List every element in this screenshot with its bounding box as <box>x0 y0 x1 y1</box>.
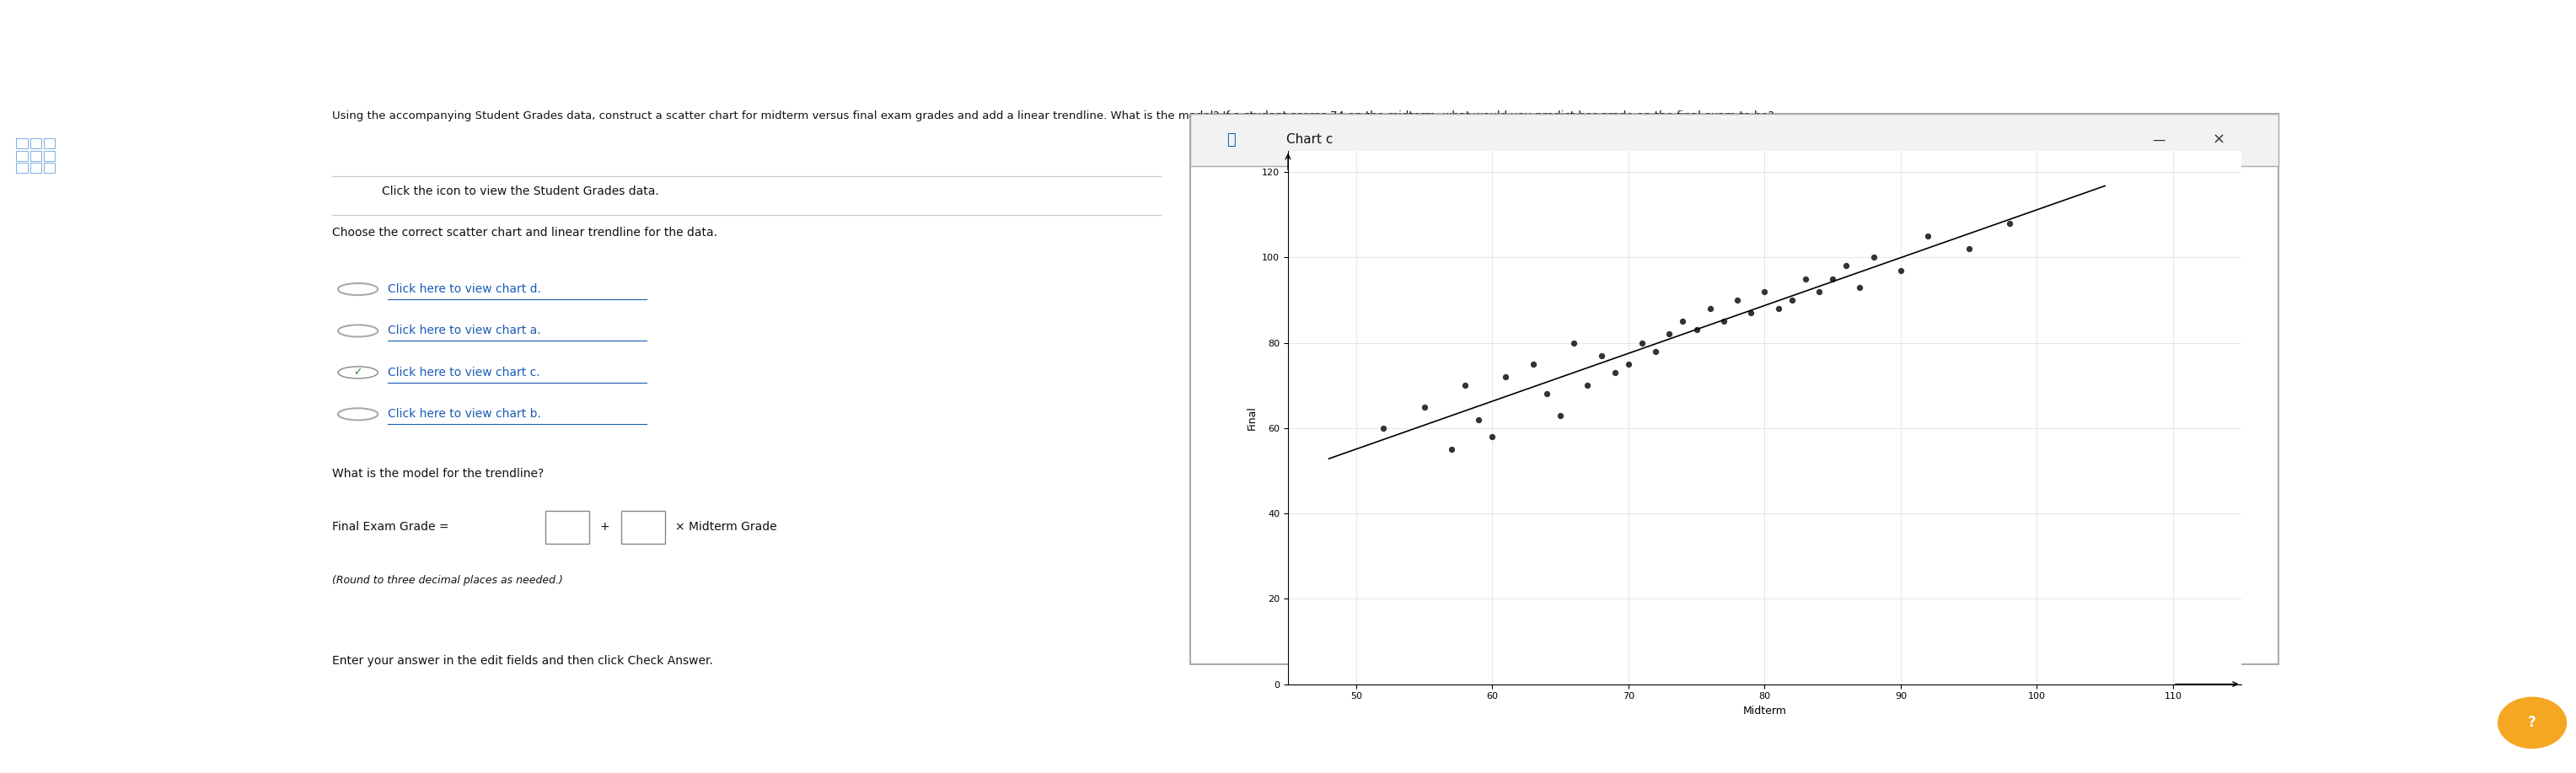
Y-axis label: Final: Final <box>1247 405 1257 430</box>
Point <box>1703 315 1744 328</box>
Point <box>1677 324 1718 336</box>
Text: Click the icon to view the Student Grades data.: Click the icon to view the Student Grade… <box>381 185 659 197</box>
Text: ⌕: ⌕ <box>2097 221 2107 237</box>
Bar <box>15 138 28 148</box>
Point <box>1989 217 2030 230</box>
Point <box>1744 285 1785 298</box>
Circle shape <box>337 283 379 295</box>
Point <box>1445 380 1486 392</box>
Bar <box>31 151 41 161</box>
Point <box>1512 358 1553 370</box>
Text: +: + <box>600 521 611 533</box>
Text: ⌕: ⌕ <box>2097 292 2107 309</box>
Point <box>1757 302 1798 315</box>
Bar <box>31 138 41 148</box>
Text: (Round to three decimal places as needed.): (Round to three decimal places as needed… <box>332 575 562 586</box>
Bar <box>15 151 28 161</box>
X-axis label: Midterm: Midterm <box>1744 706 1785 717</box>
Text: Chart c: Chart c <box>1285 134 1332 146</box>
Text: × Midterm Grade: × Midterm Grade <box>675 521 778 533</box>
Point <box>1582 349 1623 362</box>
Text: ⧉: ⧉ <box>2097 363 2107 380</box>
Text: Done: Done <box>1785 620 1816 632</box>
Text: ?: ? <box>2527 715 2537 730</box>
Bar <box>44 163 54 173</box>
Text: Click here to view chart a.: Click here to view chart a. <box>389 325 541 337</box>
Point <box>1947 243 1989 255</box>
Bar <box>31 163 41 173</box>
Point <box>1880 264 1922 277</box>
Text: Final Exam Grade =: Final Exam Grade = <box>332 521 448 533</box>
Point <box>1486 371 1528 383</box>
Point <box>1620 336 1662 349</box>
Bar <box>44 151 54 161</box>
Text: ✓: ✓ <box>353 367 363 378</box>
Point <box>1785 273 1826 285</box>
Point <box>1839 281 1880 294</box>
FancyBboxPatch shape <box>1190 114 2280 166</box>
Point <box>1595 366 1636 379</box>
Text: Choose the correct scatter chart and linear trendline for the data.: Choose the correct scatter chart and lin… <box>332 226 716 239</box>
Point <box>1716 294 1757 306</box>
Point <box>1826 260 1868 272</box>
Text: Click here to view chart b.: Click here to view chart b. <box>389 408 541 420</box>
Text: Click here to view chart d.: Click here to view chart d. <box>389 283 541 295</box>
Point <box>1430 443 1471 455</box>
Point <box>1636 345 1677 357</box>
Text: Enter your answer in the edit fields and then click Check Answer.: Enter your answer in the edit fields and… <box>332 656 714 667</box>
Point <box>1852 251 1893 264</box>
Circle shape <box>337 366 379 379</box>
Point <box>1649 328 1690 340</box>
Point <box>1525 388 1566 400</box>
Point <box>1471 431 1512 443</box>
Point <box>1690 302 1731 315</box>
Text: ×: × <box>2213 132 2226 148</box>
Text: Click here to view chart c.: Click here to view chart c. <box>389 366 541 379</box>
Text: ⓘ: ⓘ <box>1226 132 1236 148</box>
Point <box>1731 307 1772 319</box>
Circle shape <box>2499 696 2566 749</box>
Point <box>1607 358 1649 370</box>
Point <box>1363 422 1404 434</box>
Text: Using the accompanying Student Grades data, construct a scatter chart for midter: Using the accompanying Student Grades da… <box>332 111 1775 121</box>
Point <box>1566 380 1607 392</box>
Point <box>1798 285 1839 298</box>
Point <box>1906 230 1947 242</box>
Point <box>1458 414 1499 426</box>
FancyBboxPatch shape <box>1190 114 2280 664</box>
FancyBboxPatch shape <box>546 511 590 544</box>
FancyBboxPatch shape <box>1741 606 1857 645</box>
Point <box>1811 273 1852 285</box>
Circle shape <box>337 408 379 421</box>
FancyBboxPatch shape <box>1610 606 1726 645</box>
Point <box>1772 294 1814 306</box>
FancyBboxPatch shape <box>621 511 665 544</box>
Circle shape <box>337 325 379 337</box>
Bar <box>15 163 28 173</box>
Point <box>1553 336 1595 349</box>
Text: Print: Print <box>1656 620 1682 632</box>
Text: —: — <box>2154 134 2164 146</box>
Point <box>1404 400 1445 413</box>
Point <box>1540 409 1582 421</box>
Point <box>1662 315 1703 328</box>
Bar <box>44 138 54 148</box>
Text: What is the model for the trendline?: What is the model for the trendline? <box>332 468 544 479</box>
